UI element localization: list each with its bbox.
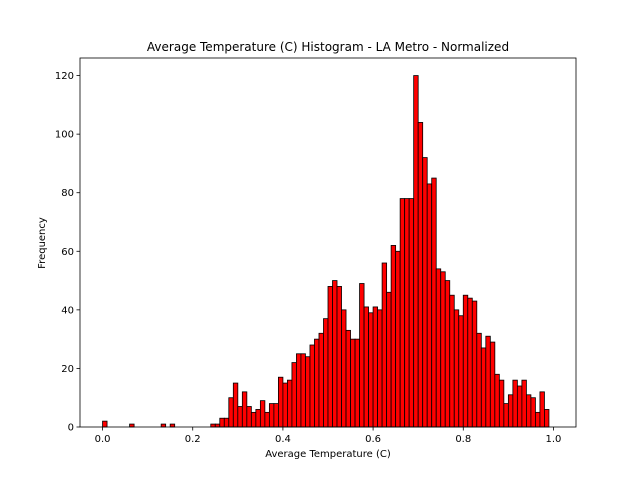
histogram-bar	[471, 300, 478, 428]
histogram-bar	[480, 347, 487, 428]
x-tick-label: 0.0	[95, 434, 111, 445]
histogram-bar	[228, 397, 234, 428]
x-axis: 0.0 0.2 0.4 0.6 0.8 1.0	[95, 427, 562, 445]
histogram-bar	[390, 245, 397, 428]
y-tick-label: 20	[61, 364, 74, 375]
histogram-bar	[241, 391, 248, 428]
y-tick-label: 40	[61, 305, 74, 316]
histogram-bar	[359, 283, 365, 428]
x-tick-label: 0.8	[455, 434, 471, 445]
histogram-bar	[444, 280, 451, 428]
histogram-bar	[458, 315, 464, 428]
histogram-bar	[214, 423, 221, 428]
histogram-bar	[498, 379, 505, 428]
histogram-bar	[255, 409, 261, 428]
histogram-bar	[431, 177, 437, 428]
y-tick-label: 80	[61, 188, 74, 199]
histogram-bar	[467, 297, 473, 428]
histogram-bar	[273, 403, 279, 428]
y-axis-title: Frequency	[37, 217, 48, 269]
plot-frame	[79, 57, 577, 428]
histogram-bar	[440, 271, 446, 428]
histogram-bar	[264, 411, 270, 428]
y-tick-label: 60	[61, 247, 74, 258]
y-tick-label: 0	[68, 423, 74, 434]
histogram-bar	[327, 286, 333, 428]
histogram-bar	[422, 157, 428, 428]
histogram-bar	[426, 183, 433, 428]
x-tick-label: 1.0	[546, 434, 562, 445]
histogram-bar	[417, 122, 424, 428]
histogram-bar	[210, 423, 216, 428]
histogram-bar	[305, 356, 311, 428]
histogram-bar	[413, 75, 419, 428]
histogram-bar	[404, 198, 410, 428]
histogram-bar	[544, 409, 550, 428]
histogram-bar	[332, 280, 338, 428]
histogram-bar	[250, 411, 257, 428]
histogram-bar	[277, 376, 284, 428]
histogram-bar	[462, 294, 469, 428]
x-axis-title: Average Temperature (C)	[265, 449, 391, 460]
histogram-bar	[381, 262, 388, 428]
histogram-bar	[341, 309, 347, 428]
histogram-bar	[489, 341, 496, 428]
chart-title: Average Temperature (C) Histogram - LA M…	[147, 40, 509, 54]
histogram-bar	[354, 338, 360, 428]
histogram-bar	[345, 329, 351, 428]
histogram-bar	[232, 382, 239, 428]
histogram-bar	[129, 423, 135, 428]
histogram-bar	[237, 406, 243, 428]
histogram-bar	[395, 250, 401, 428]
histogram-bar	[160, 423, 167, 428]
histogram-bar	[268, 403, 275, 428]
histogram-bar	[102, 420, 108, 428]
histogram-bar	[219, 417, 225, 428]
histogram-bar	[323, 318, 329, 428]
histogram-bar	[336, 286, 342, 428]
histogram-bar	[516, 385, 523, 428]
histogram-bar	[296, 353, 302, 428]
x-tick-label: 0.2	[185, 434, 201, 445]
histogram-bar	[530, 397, 536, 428]
histogram-bar	[259, 400, 266, 428]
histogram-bar	[449, 294, 455, 428]
y-axis: 0 20 40 60 80 100 120	[55, 71, 80, 434]
x-tick-label: 0.6	[365, 434, 381, 445]
histogram-bar	[282, 382, 288, 428]
histogram-bar	[309, 344, 315, 428]
histogram-bar	[223, 417, 230, 428]
x-tick-label: 0.4	[275, 434, 291, 445]
histogram-bar	[386, 291, 392, 428]
histogram-bar	[314, 338, 320, 428]
histogram-bar	[453, 309, 460, 428]
histogram-bar	[507, 394, 514, 428]
histogram-bar	[521, 379, 527, 428]
histogram-bar	[408, 198, 415, 428]
y-tick-label: 120	[55, 71, 74, 82]
histogram-bar	[377, 309, 383, 428]
histogram-bar	[300, 353, 306, 428]
histogram-bar	[368, 312, 374, 428]
histogram-bar	[169, 423, 176, 428]
histogram-bar	[535, 411, 541, 428]
histogram-bar	[435, 268, 442, 428]
histogram-bar	[291, 362, 297, 428]
histogram-bar	[287, 379, 293, 428]
histogram-bar	[372, 306, 379, 428]
histogram-bar	[350, 338, 356, 428]
histogram-bar	[503, 403, 509, 428]
y-tick-label: 100	[55, 130, 74, 141]
histogram-bar	[246, 406, 252, 428]
histogram-bar	[512, 379, 518, 428]
histogram-bar	[318, 332, 324, 428]
histogram-bar	[363, 306, 369, 428]
histogram-bar	[476, 332, 482, 428]
histogram-bar	[485, 335, 491, 428]
histogram-bar	[539, 391, 545, 428]
histogram-bar	[526, 394, 532, 428]
histogram-bar	[494, 373, 500, 428]
histogram-bar	[399, 198, 406, 428]
